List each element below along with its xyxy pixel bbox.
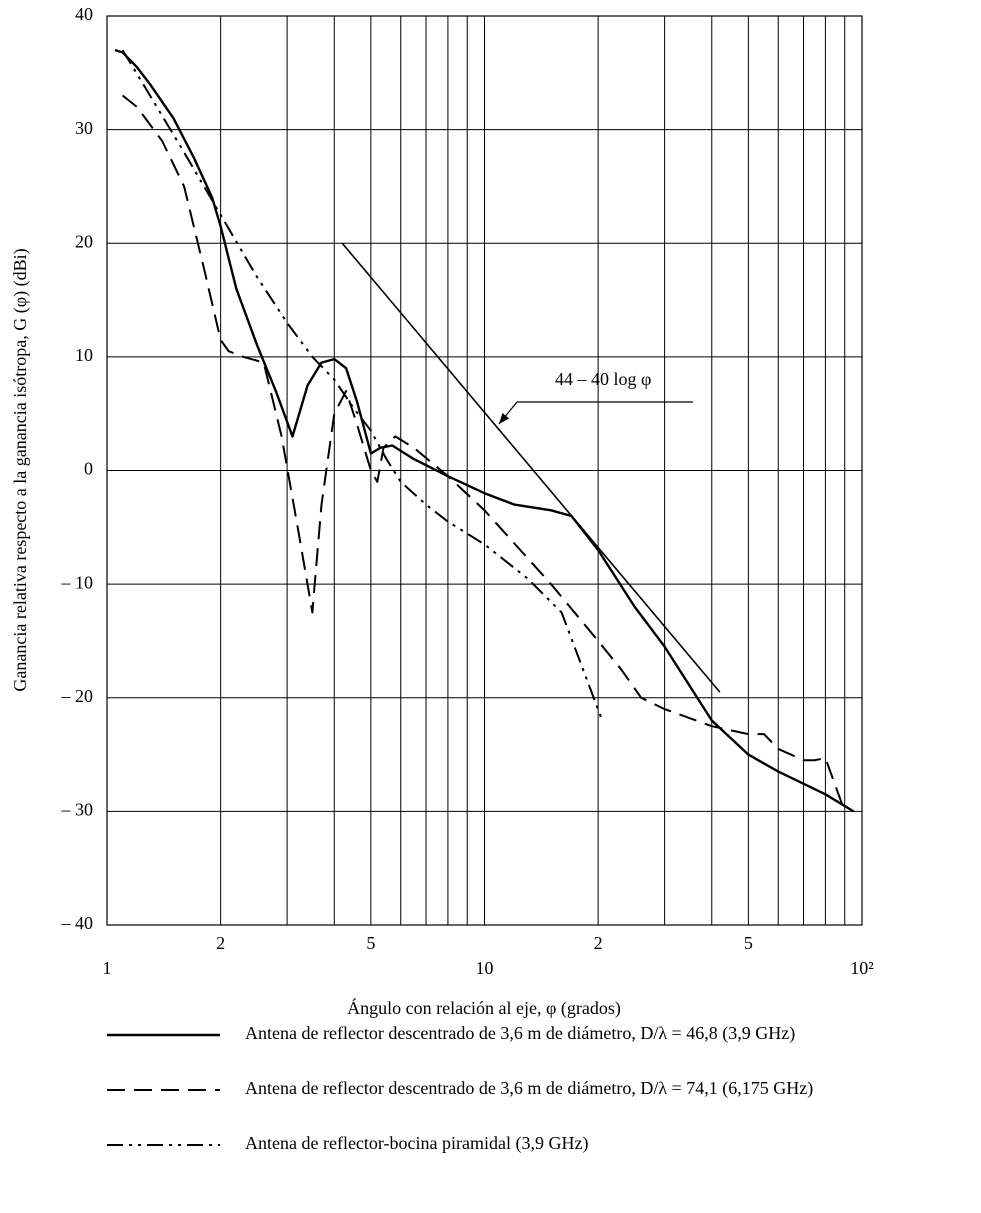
legend-label: Antena de reflector descentrado de 3,6 m… — [245, 1023, 795, 1044]
x-tick-label: 2 — [216, 933, 225, 953]
x-tick-label: 10² — [850, 958, 873, 978]
y-tick-label: – 20 — [61, 686, 94, 706]
y-tick-label: 0 — [84, 459, 93, 479]
y-tick-label: – 10 — [61, 572, 94, 592]
x-tick-label: 2 — [594, 933, 603, 953]
x-tick-label: 1 — [103, 958, 112, 978]
reference-line — [341, 242, 721, 693]
x-tick-label: 10 — [476, 958, 494, 978]
x-axis-label: Ángulo con relación al eje, φ (grados) — [347, 997, 621, 1019]
y-axis-label: Ganancia relativa respecto a la ganancia… — [10, 248, 31, 691]
y-tick-label: – 30 — [61, 800, 94, 820]
annotation-leader — [498, 401, 693, 425]
series-line — [114, 48, 855, 813]
x-tick-label: 5 — [744, 933, 753, 953]
y-tick-label: 40 — [75, 4, 93, 24]
x-tick-label: 5 — [366, 933, 375, 953]
legend-label: Antena de reflector-bocina piramidal (3,… — [245, 1133, 589, 1154]
reference-label: 44 – 40 log φ — [555, 369, 651, 389]
legend-label: Antena de reflector descentrado de 3,6 m… — [245, 1078, 813, 1099]
y-tick-label: 10 — [75, 345, 93, 365]
y-tick-label: – 40 — [61, 913, 94, 933]
y-tick-label: 20 — [75, 231, 93, 251]
series-line — [121, 94, 846, 812]
series-line — [121, 49, 604, 721]
y-tick-label: 30 — [75, 118, 93, 138]
